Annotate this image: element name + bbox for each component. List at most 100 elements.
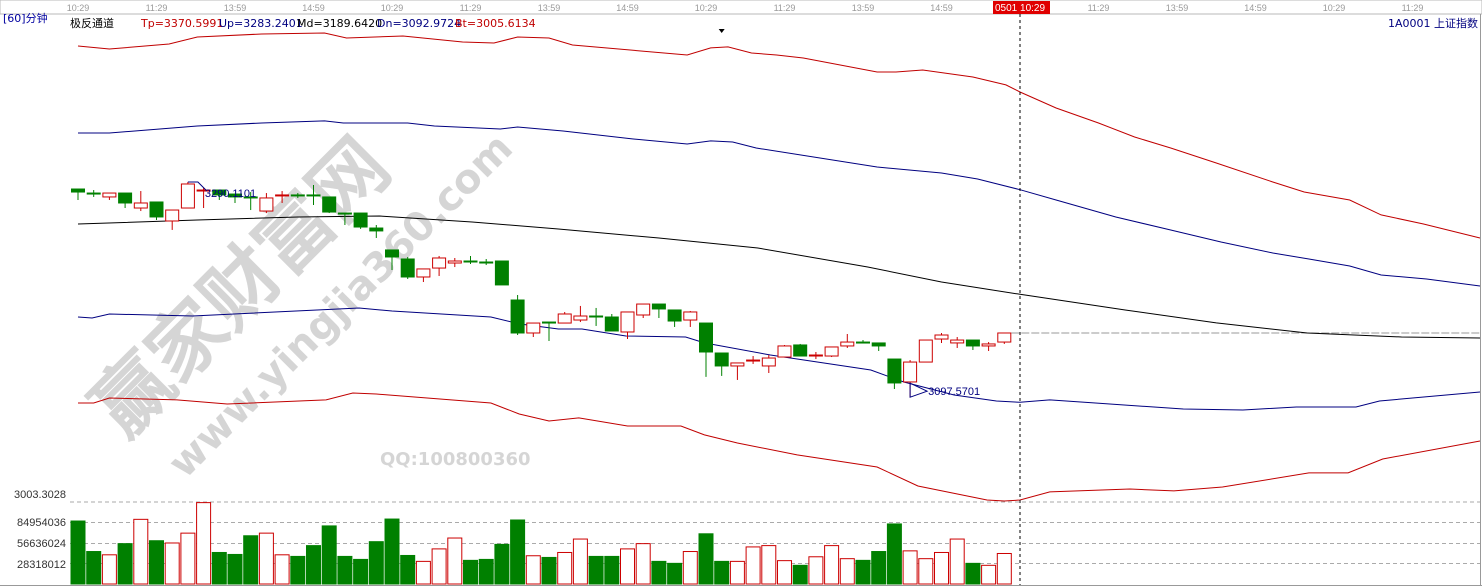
low-marker-pointer [909,382,929,398]
candle-body [479,261,494,264]
volume-bar [133,518,149,585]
param-up: Up=3283.2401 [219,17,303,30]
volume-bar [117,543,133,585]
candle-body [871,342,886,347]
candle-body [589,315,604,318]
time-axis-strip [0,0,1482,15]
volume-bar [258,532,274,585]
candle-body [212,189,227,196]
candlestick [950,337,965,348]
candlestick [777,344,792,358]
candlestick [604,313,619,332]
candlestick [400,256,415,279]
volume-bar [824,545,840,585]
candle-body [761,357,776,367]
volume-bar [510,519,526,585]
candle-body [542,321,556,324]
volume-bar [620,548,635,585]
candle-body [149,201,164,218]
time-axis-label: 14:59 [1244,3,1267,13]
candle-body [180,183,195,209]
candle-body [432,257,447,269]
volume-bar [588,555,604,585]
volume-bar [761,545,777,585]
candle-body [808,354,823,357]
volume-bar [808,556,824,585]
candlestick [432,255,447,276]
volume-bar [855,559,871,585]
time-axis-label: 11:29 [774,3,796,13]
volume-bar [981,564,997,585]
volume-tick-label: 56636024 [17,538,66,550]
volume-bar [447,537,463,585]
watermark-qq: QQ:100800360 [380,449,531,470]
volume-bar [86,551,102,585]
candlestick [385,249,399,270]
candlestick [636,303,651,319]
candlestick [573,305,588,323]
volume-bars [70,502,1012,585]
low-marker-label: 3097.5701 [928,386,980,398]
volume-bar [368,541,384,585]
candlestick [730,362,745,380]
time-axis-label: 10:29 [67,3,90,13]
candle-body [981,343,996,347]
volume-bar [180,532,196,585]
candle-body [385,249,399,258]
candlestick [306,184,321,205]
candle-body [416,268,431,278]
volume-bar [965,562,981,585]
candle-body [196,189,211,192]
candlestick [275,191,290,203]
volume-bar [745,546,761,585]
volume-bar [290,555,306,585]
candlestick [322,196,337,214]
candle-body [86,192,101,195]
candlestick [243,192,258,211]
candlestick [71,188,85,200]
candle-body [636,303,651,316]
up-line [78,120,1481,287]
candlestick [761,355,776,374]
candle-body [856,341,870,344]
candlestick [463,255,478,265]
param-dn: Dn=3092.9724 [377,17,461,30]
candlestick [149,201,164,220]
candlestick [714,352,729,376]
volume-bar [211,551,227,585]
volume-bar [243,535,259,585]
bottom-line-label: 3003.3028 [14,489,66,501]
volume-bar [70,520,86,585]
candlestick [165,209,180,230]
candlestick [840,333,855,348]
time-axis-label: 14:59 [930,3,953,13]
tp-line [77,32,1481,239]
candlestick [651,303,666,319]
watermark: 赢家财富网 www.yingjia360.com QQ:100800360 [75,121,531,487]
time-axis-labels: 10:29 11:29 13:59 14:59 10:29 11:29 13:59 14:59… [67,3,1424,13]
candlestick [871,342,886,351]
candlestick [86,190,101,197]
candle-body [322,196,337,213]
candlestick [290,193,305,198]
indicator-name: 极反通道 [70,16,114,30]
candlestick [683,310,698,327]
candle-body [965,339,980,347]
candle-body [165,209,180,222]
volume-bar [714,560,730,585]
time-axis-label: 11:29 [1402,3,1424,13]
volume-bar [478,558,494,585]
candlestick [510,294,525,336]
candlestick [353,212,368,229]
candlestick [196,188,211,209]
period-label[interactable]: [60]分钟 [3,11,48,25]
volume-bar [101,554,117,585]
dn-line [77,307,1481,411]
candle-body [259,197,274,212]
cursor-time-highlight [993,1,1050,14]
candle-body [651,303,666,310]
candlestick [494,260,509,286]
candlestick [981,342,996,351]
candlestick [557,311,572,324]
